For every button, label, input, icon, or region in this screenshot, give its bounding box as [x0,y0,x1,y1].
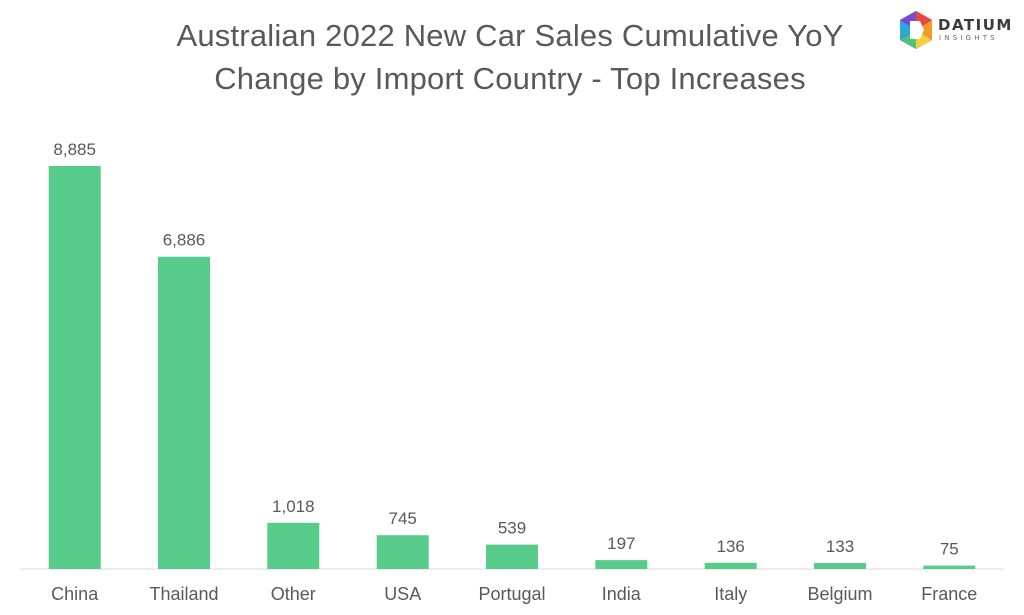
value-label-china: 8,885 [53,140,96,159]
category-label-other: Other [271,584,316,604]
chart-title-line-1: Australian 2022 New Car Sales Cumulative… [176,18,844,53]
value-label-usa: 745 [389,509,417,528]
chart-title: Australian 2022 New Car Sales Cumulative… [100,14,920,100]
value-label-italy: 136 [717,537,745,556]
category-label-portugal: Portugal [478,584,545,604]
bar-usa [376,535,429,569]
value-label-france: 75 [940,540,959,559]
category-label-india: India [602,584,642,604]
category-label-usa: USA [384,584,421,604]
category-labels-group: China Thailand Other USA Portugal India Italy B… [51,584,977,604]
logo-subtitle: INSIGHTS [939,34,998,42]
category-label-china: China [51,584,99,604]
value-label-other: 1,018 [272,497,315,516]
value-label-belgium: 133 [826,537,854,556]
value-label-thailand: 6,886 [163,231,206,250]
logo-name: DATIUM [938,16,1013,34]
bar-other [267,522,320,569]
chart-title-line-2: Change by Import Country - Top Increases [214,61,806,96]
bar-france [923,565,976,569]
bars-group [48,166,976,569]
datium-logo: DATIUM INSIGHTS [898,10,1018,50]
bar-china [48,166,101,569]
bar-thailand [158,256,210,569]
bar-india [595,560,648,569]
bar-italy [704,562,757,569]
category-label-italy: Italy [714,584,747,604]
datium-logo-icon [900,11,932,49]
value-labels-group: 8,885 6,886 1,018 745 539 197 136 133 75 [53,140,958,559]
value-label-portugal: 539 [498,519,526,538]
bar-portugal [486,544,538,569]
category-label-thailand: Thailand [149,584,218,604]
category-label-france: France [921,584,977,604]
category-label-belgium: Belgium [807,584,872,604]
bar-belgium [814,563,866,569]
value-label-india: 197 [607,534,635,553]
